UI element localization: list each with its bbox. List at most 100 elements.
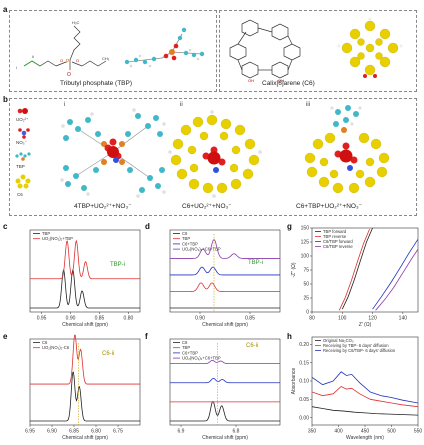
- chart-h-legend-label-2: Receiving by C6/TBP- 6 days' diffusion: [323, 348, 396, 353]
- chart-f-xlabel: Chemical shift (ppm): [202, 435, 248, 441]
- chart-h-xlabel: Wavelength (nm): [346, 435, 384, 441]
- chart-d-xlabel: Chemical shift (ppm): [202, 322, 248, 328]
- chart-h-xtick-label-2: 450: [361, 429, 370, 435]
- tbp-structure-drawing: P O O O H₃C CH₃ i ii: [16, 20, 110, 78]
- complex-i-label: 4TBP+UO₂²⁺+NO₃⁻: [74, 203, 132, 210]
- chart-f-tick-label-1: 6.8: [233, 429, 240, 435]
- chart-h-legend-label-0: Original Na₂CO₃: [323, 338, 354, 343]
- chart-c-tick-label-1: 0.90: [66, 316, 76, 322]
- panel-a-c6-box: [219, 10, 417, 92]
- chart-d-series-2: [170, 266, 280, 276]
- chart-g-legend-label-2: C6/TBP forward: [323, 239, 353, 244]
- chart-g-legend-label-1: TBP reverse: [323, 234, 347, 239]
- svg-text:ii: ii: [32, 54, 34, 59]
- complex-iii-label: C6+TBP+UO₂²⁺+NO₃⁻: [296, 203, 363, 210]
- complex-ii-label: C6+UO₂²⁺+NO₃⁻: [182, 203, 232, 210]
- chart-f-legend-label-2: C6+TBP: [182, 350, 198, 355]
- panel-letter-f: f: [145, 332, 148, 341]
- chart-h-ytick-label-0: 0.00: [299, 415, 309, 421]
- tbp-3d-model: [124, 27, 205, 68]
- chart-d-legend-label-0: C6: [182, 231, 188, 236]
- chart-e: C6-ii 6.95 6.90 6.85 6.80 6.75 Chemical shift …: [25, 334, 141, 441]
- chart-f-series-2: [170, 377, 280, 384]
- chart-c-tick-label-2: 0.85: [95, 316, 105, 322]
- chart-e-peak-label: C6-ii: [102, 351, 114, 357]
- chart-e-tick-label-3: 6.80: [91, 429, 101, 435]
- chart-d-legend-label-3: UO₂(NO₃)₂+C6+TBP: [182, 247, 221, 252]
- chart-g-series-2: [372, 238, 418, 310]
- legend-uranyl-label: UO₂²⁺: [16, 117, 29, 122]
- svg-text:P: P: [66, 59, 70, 65]
- chart-g-series-3: [375, 249, 418, 311]
- chart-h-xtick-label-1: 400: [334, 429, 343, 435]
- svg-text:O: O: [67, 72, 71, 78]
- panel-a-tbp-box: [9, 10, 217, 92]
- chart-c-series-1: [30, 239, 140, 280]
- panel-letter-c: c: [3, 222, 8, 231]
- chart-g-ytick-label-3: 75: [303, 268, 309, 274]
- chart-h-ytick-label-2: 0.10: [299, 379, 309, 385]
- tbp-legend-icon: [15, 152, 31, 161]
- sub-label-ii: ii: [180, 102, 183, 108]
- panel-letter-b: b: [3, 95, 8, 104]
- panel-letter-g: g: [287, 222, 292, 231]
- chart-d-tick-label-1: 0.85: [245, 316, 255, 322]
- c6-3d-model: [337, 17, 403, 78]
- svg-text:i: i: [16, 65, 17, 70]
- panel-letter-d: d: [145, 222, 150, 231]
- chart-e-tick-label-2: 6.85: [69, 429, 79, 435]
- panel-letter-a: a: [3, 5, 8, 14]
- sub-label-iii: iii: [306, 102, 310, 108]
- chart-g-legend-label-3: C6/TBP reverse: [323, 244, 353, 249]
- tbp-caption: Tributyl phosphate (TBP): [60, 80, 133, 87]
- chart-d-legend-label-2: C6+TBP: [182, 241, 198, 246]
- sub-label-i: i: [64, 102, 66, 108]
- chart-g-xtick-label-2: 120: [368, 316, 377, 322]
- chart-c-tick-label-0: 0.95: [37, 316, 47, 322]
- chart-e-tick-label-0: 6.95: [25, 429, 35, 435]
- chart-d-tick-label-0: 0.90: [195, 316, 205, 322]
- chart-c-legend-label-1: UO₂(NO₃)₂+TBP: [42, 236, 73, 241]
- chart-g-ytick-label-1: 25: [303, 296, 309, 302]
- complex-i-model: [60, 108, 166, 198]
- chart-f-tick-label-0: 6.9: [178, 429, 185, 435]
- nitrate-legend-icon: [18, 128, 30, 139]
- chart-f-series-3: [170, 359, 280, 365]
- chart-h-ytick-label-1: 0.05: [299, 397, 309, 403]
- chart-g-ylabel: -Z'' (Ω): [291, 262, 297, 277]
- legend-c6-label: C6: [17, 192, 23, 197]
- chart-g-ytick-label-6: 150: [301, 226, 310, 232]
- chart-d-legend-label-1: TBP: [182, 236, 190, 241]
- c6-structure-drawing: OH OH: [229, 19, 301, 83]
- panel-letter-h: h: [287, 332, 292, 341]
- c6-legend-icon: [15, 174, 31, 189]
- chart-g-series-1: [338, 228, 370, 311]
- chart-h-ylabel: Absorbance: [291, 367, 297, 394]
- chart-e-xlabel: Chemical shift (ppm): [62, 435, 108, 441]
- svg-text:O: O: [60, 58, 63, 63]
- chart-c-xlabel: Chemical shift (ppm): [62, 322, 108, 328]
- chart-e-frame: [29, 338, 141, 426]
- chart-h-series-1: [312, 386, 418, 408]
- chart-h-xtick-label-0: 350: [308, 429, 317, 435]
- chart-g-xtick-label-3: 140: [399, 316, 408, 322]
- chart-h-series-0: [312, 406, 418, 416]
- chart-f-legend-label-1: TBP: [182, 345, 190, 350]
- svg-text:CH₃: CH₃: [102, 56, 110, 61]
- chart-d-peak-label: TBP-i: [248, 260, 263, 266]
- chart-c-peak-label: TBP-i: [110, 262, 125, 268]
- chart-f-series-0: [170, 400, 280, 422]
- chart-g-xtick-label-0: 80: [309, 316, 315, 322]
- chart-g-ytick-label-0: 0: [306, 310, 309, 316]
- chart-g: 80 100 120 140 0 25 50 75 100 125 150 Z' (Ω) -Z'' (Ω…: [291, 226, 419, 328]
- chart-f-frame: [169, 338, 281, 426]
- chart-c-series-0: [30, 268, 140, 309]
- chart-g-series-0: [341, 228, 373, 310]
- svg-text:H₃C: H₃C: [72, 20, 80, 25]
- chart-e-tick-label-4: 6.75: [113, 429, 123, 435]
- chart-g-ytick-label-2: 50: [303, 282, 309, 288]
- complex-ii-model: [168, 110, 262, 198]
- chart-c-tick-label-3: 0.80: [124, 316, 134, 322]
